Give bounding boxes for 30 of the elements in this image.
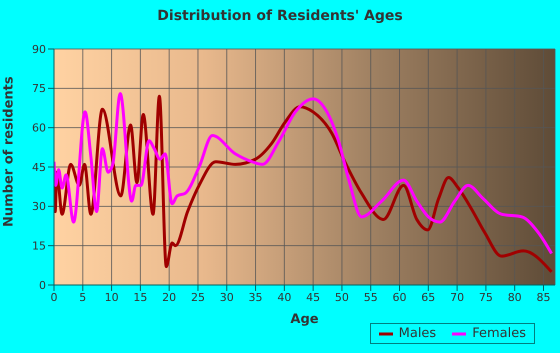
y-tick-label: 30: [32, 200, 46, 214]
x-tick-label: 45: [306, 290, 320, 304]
chart-title: Distribution of Residents' Ages: [156, 8, 404, 24]
x-tick-label: 25: [190, 290, 205, 304]
x-tick-label: 60: [392, 290, 407, 304]
y-tick-label: 45: [32, 160, 46, 174]
x-tick-label: 15: [133, 290, 148, 304]
y-tick-label: 75: [32, 82, 46, 96]
x-tick-label: 5: [79, 290, 86, 304]
y-axis-title: Number of residents: [2, 76, 17, 227]
x-tick-label: 20: [162, 290, 176, 304]
x-tick-label: 65: [421, 290, 436, 304]
y-tick-label: 90: [32, 42, 46, 56]
x-tick-label: 40: [277, 290, 292, 304]
x-tick-label: 30: [220, 290, 234, 304]
x-tick-label: 80: [508, 290, 522, 304]
x-tick-label: 10: [104, 290, 119, 304]
x-tick-label: 70: [450, 290, 464, 304]
y-tick-label: 0: [39, 278, 46, 292]
x-tick-label: 50: [334, 290, 349, 304]
y-tick-label: 15: [32, 240, 46, 253]
x-axis-title: Age: [290, 312, 319, 327]
x-tick-label: 55: [364, 290, 378, 304]
y-tick-label: 60: [32, 122, 46, 135]
legend-label: Females: [471, 326, 526, 341]
x-tick-label: 0: [50, 290, 58, 304]
x-tick-label: 75: [478, 290, 493, 304]
x-tick-label: 85: [536, 290, 550, 304]
legend-label: Males: [398, 326, 436, 341]
x-tick-label: 35: [248, 290, 263, 304]
